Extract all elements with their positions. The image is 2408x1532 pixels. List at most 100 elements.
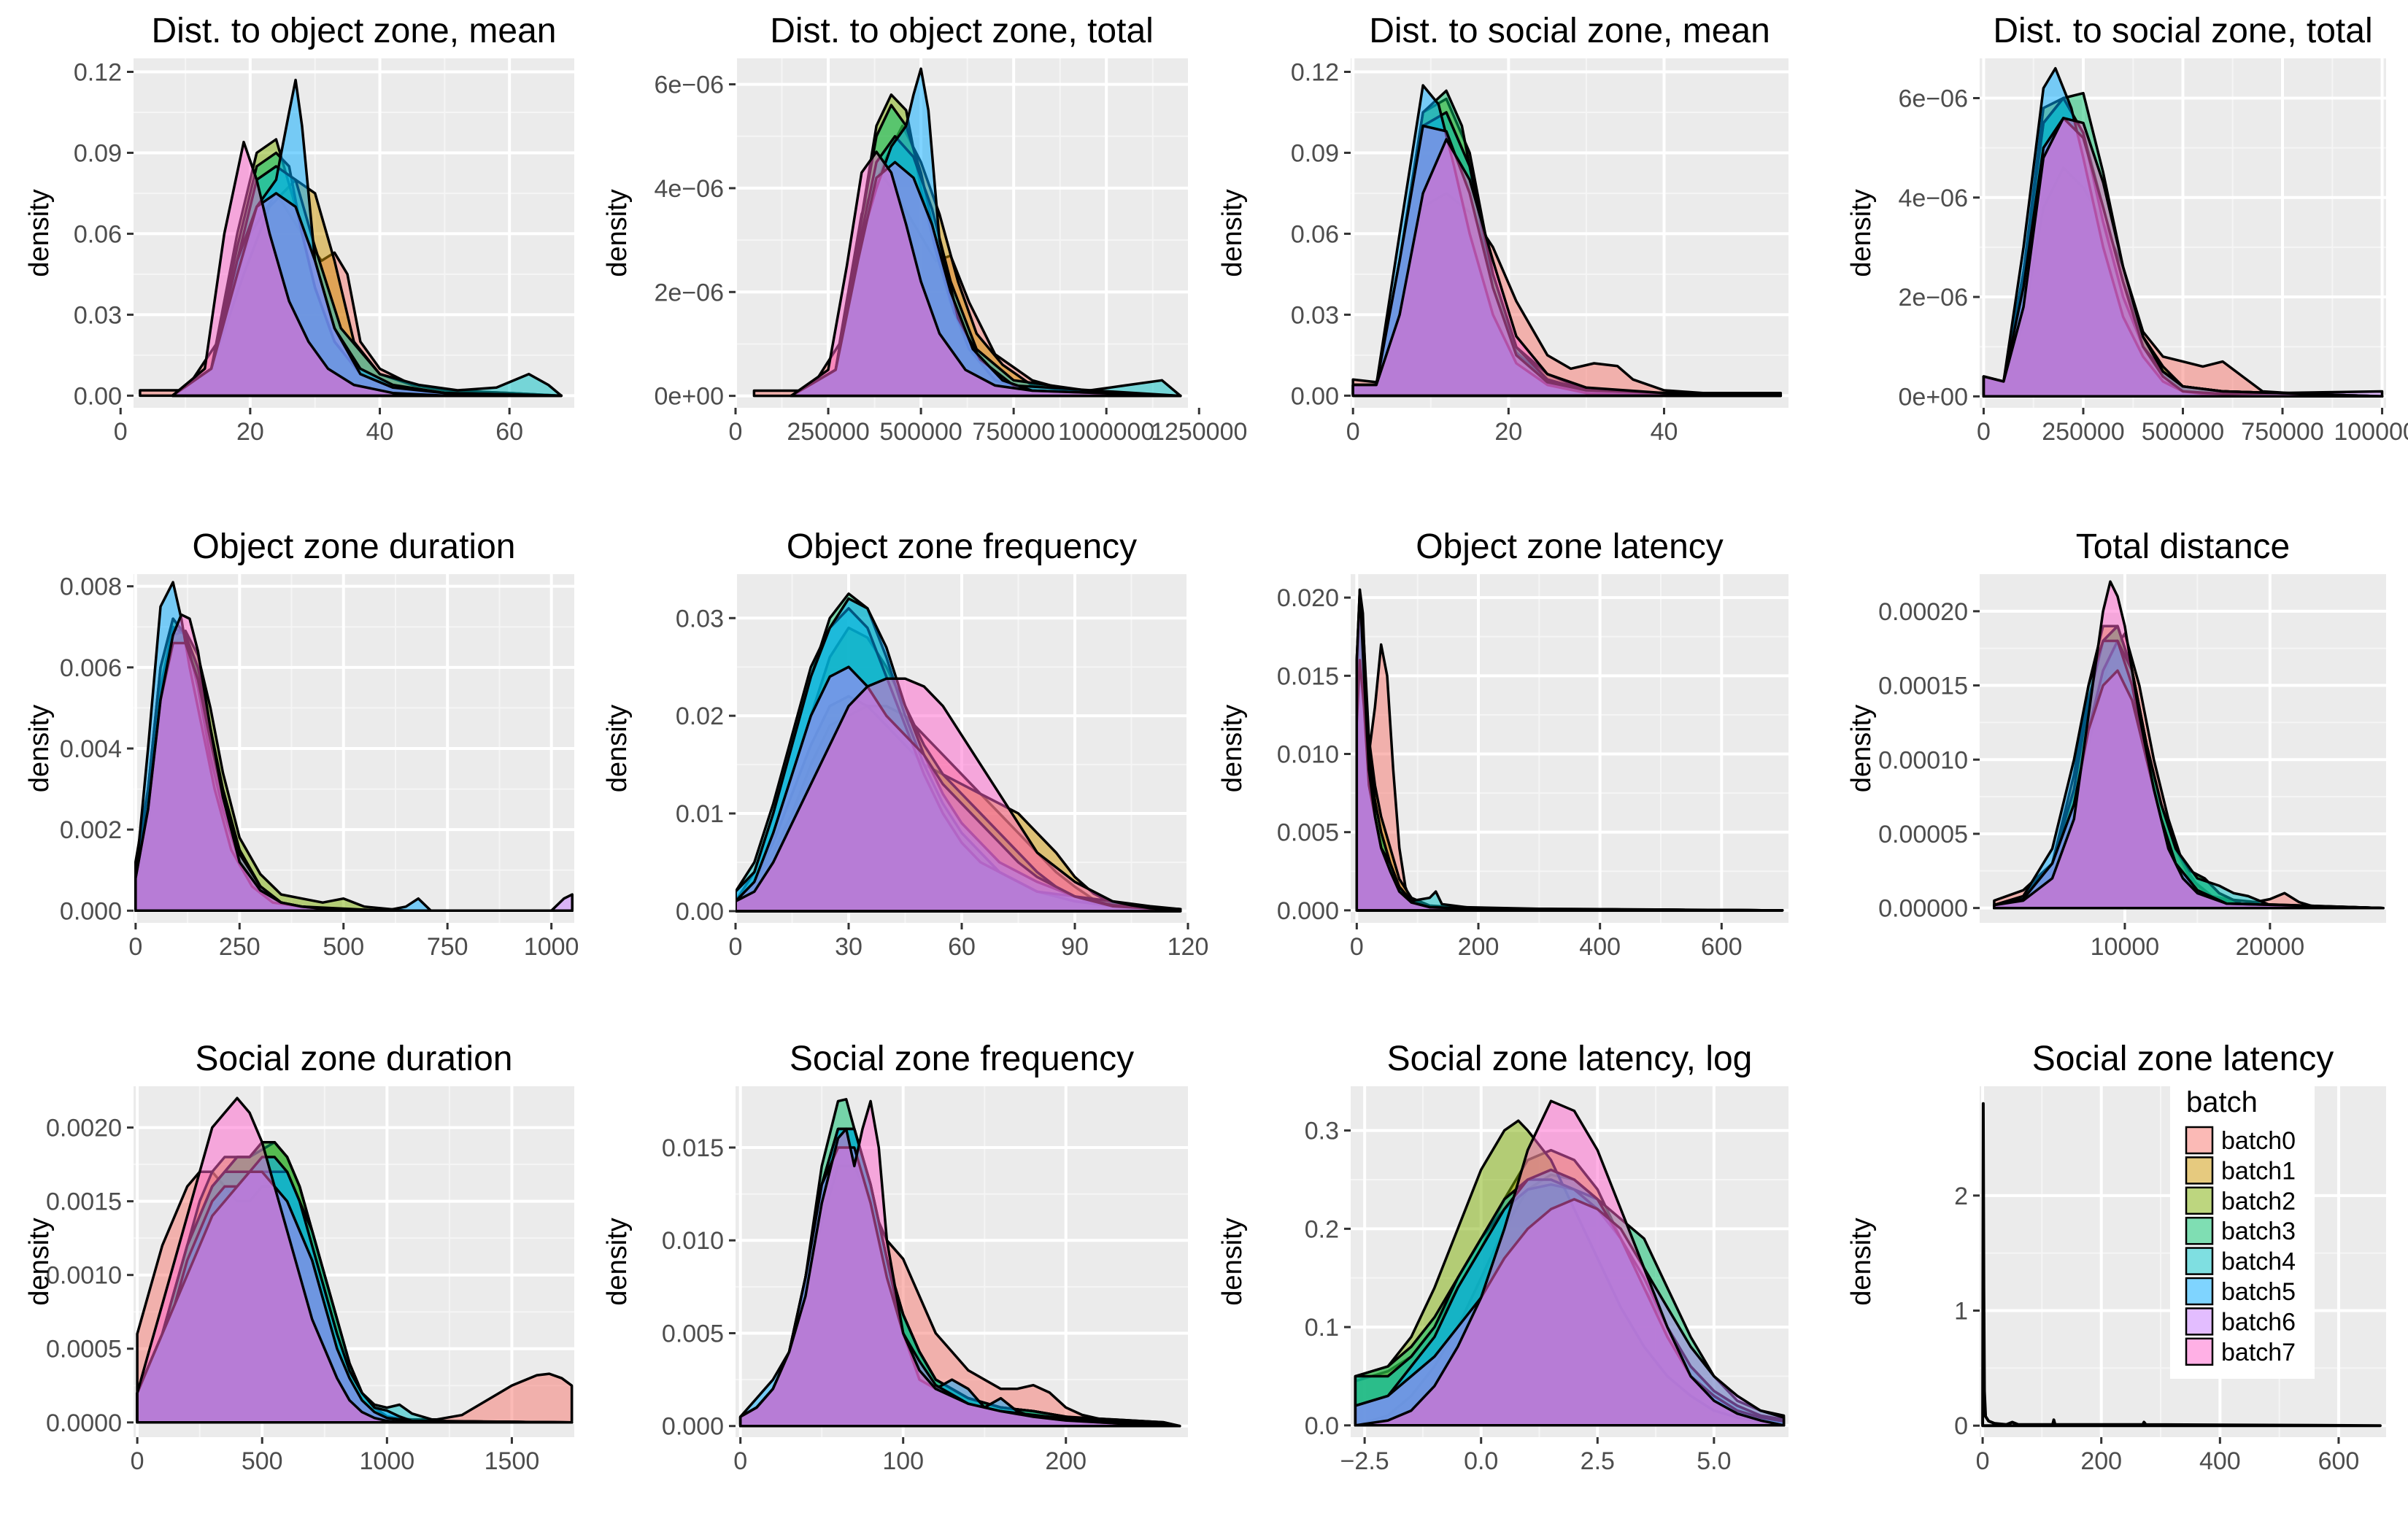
panel-title: Object zone duration [193, 527, 516, 566]
y-tick-label: 0.0000 [46, 1409, 122, 1437]
y-tick-label: 0.2 [1305, 1215, 1339, 1243]
density-area-batch7 [1982, 117, 2384, 398]
legend-label: batch6 [2221, 1308, 2296, 1336]
x-tick-label: 20 [1494, 418, 1522, 446]
legend-label: batch2 [2221, 1188, 2296, 1215]
y-tick-label: 0.09 [74, 139, 122, 167]
legend-label: batch5 [2221, 1278, 2296, 1306]
x-tick-label: 0 [1977, 418, 1991, 446]
x-tick-label: 600 [2318, 1447, 2360, 1475]
x-tick-label: 0 [131, 1447, 144, 1475]
y-tick-label: 0.015 [1277, 662, 1339, 690]
y-tick-label: 0.03 [74, 301, 122, 329]
y-tick-label: 0.02 [676, 703, 724, 730]
y-tick-label: 0e+00 [1899, 383, 1969, 411]
density-area-batch7 [736, 677, 1182, 913]
y-tick-label: 0.00015 [1878, 673, 1968, 700]
x-tick-label: 500000 [879, 418, 962, 446]
y-axis-label: density [1846, 1218, 1877, 1305]
x-tick-label: 750000 [2241, 418, 2323, 446]
y-tick-label: 6e−06 [1899, 85, 1969, 113]
x-tick-label: 60 [948, 933, 976, 961]
x-tick-label: 400 [2199, 1447, 2241, 1475]
y-tick-label: 0 [1954, 1412, 1968, 1440]
y-axis-label: density [24, 705, 55, 792]
x-tick-label: 1250000 [1151, 418, 1247, 446]
density-area-batch0 [1981, 1102, 2382, 1428]
y-tick-label: 0.01 [676, 800, 724, 828]
legend-swatch [2185, 1126, 2214, 1155]
x-tick-label: 100 [882, 1447, 924, 1475]
x-tick-label: 120 [1168, 933, 1209, 961]
y-tick-label: 0.00005 [1878, 821, 1968, 848]
y-axis-label: density [1217, 705, 1248, 792]
legend-label: batch3 [2221, 1218, 2296, 1245]
y-tick-label: 0.005 [1277, 819, 1339, 847]
panel-title: Dist. to object zone, total [770, 12, 1154, 50]
x-tick-label: 400 [1579, 933, 1621, 961]
y-tick-label: 0.000 [662, 1413, 724, 1441]
x-tick-label: 200 [1045, 1447, 1087, 1475]
y-tick-label: 0.000 [1277, 897, 1339, 925]
x-tick-label: 10000 [2091, 933, 2160, 961]
density-panel: 0 200 400 600 0.000 0.005 0.010 0.015 0.020 densi… [1217, 527, 1788, 961]
y-tick-label: 0.005 [662, 1320, 724, 1347]
series-group [136, 1096, 574, 1424]
density-panel: 0 20 40 60 0.00 0.03 0.06 0.09 0.12 density Dist. … [24, 12, 574, 446]
y-tick-label: 0.008 [60, 573, 122, 601]
density-panel: 0 20 40 0.00 0.03 0.06 0.09 0.12 density Dist. to… [1217, 12, 1788, 446]
y-tick-label: 4e−06 [655, 175, 725, 203]
x-tick-label: 600 [1701, 933, 1743, 961]
y-tick-label: 0.12 [1291, 58, 1339, 86]
x-tick-label: −2.5 [1340, 1447, 1389, 1475]
y-tick-label: 0.03 [676, 605, 724, 632]
y-axis-label: density [1217, 1218, 1248, 1305]
y-tick-label: 6e−06 [655, 71, 725, 99]
series-group [1981, 1102, 2382, 1428]
y-tick-label: 2 [1954, 1183, 1968, 1210]
x-tick-label: 250000 [787, 418, 869, 446]
y-tick-label: 2e−06 [655, 279, 725, 306]
legend-label: batch1 [2221, 1157, 2296, 1185]
panel-title: Object zone latency [1416, 527, 1724, 566]
y-axis-label: density [602, 1218, 633, 1305]
density-area-batch7 [171, 140, 563, 398]
x-tick-label: 0 [1976, 1447, 1990, 1475]
y-tick-label: 0.010 [662, 1227, 724, 1255]
y-tick-label: 0.3 [1305, 1118, 1339, 1145]
legend: batchbatch0batch1batch2batch3batch4batch… [2170, 1083, 2315, 1379]
y-axis-label: density [1846, 189, 1877, 276]
density-panel: 10000 20000 0.00000 0.00005 0.00010 0.00015 0.… [1846, 527, 2386, 961]
y-tick-label: 0.0 [1305, 1412, 1339, 1440]
density-area-batch7 [136, 1096, 574, 1424]
y-tick-label: 0.00 [1291, 382, 1339, 410]
density-panel: 0 250 500 750 1000 0.000 0.002 0.004 0.006 0.008 d… [24, 527, 579, 961]
y-tick-label: 0.0010 [46, 1262, 122, 1290]
x-tick-label: 20 [236, 418, 264, 446]
density-area-batch7 [1354, 1099, 1786, 1427]
x-tick-label: 0 [114, 418, 128, 446]
density-area-batch7 [738, 1099, 1181, 1428]
legend-label: batch7 [2221, 1339, 2296, 1366]
y-tick-label: 0.0015 [46, 1188, 122, 1216]
series-group [134, 581, 574, 913]
x-tick-label: 0.0 [1464, 1447, 1498, 1475]
legend-label: batch0 [2221, 1127, 2296, 1155]
x-tick-label: 200 [1458, 933, 1500, 961]
panel-title: Total distance [2076, 527, 2291, 566]
x-tick-label: 0 [729, 933, 743, 961]
legend-swatch [2185, 1307, 2214, 1336]
y-tick-label: 2e−06 [1899, 284, 1969, 312]
panel-background [1351, 574, 1788, 923]
y-tick-label: 0.00010 [1878, 746, 1968, 774]
y-tick-label: 0.12 [74, 58, 122, 86]
legend-swatch [2185, 1216, 2214, 1245]
x-tick-label: 0 [1346, 418, 1360, 446]
density-panel: 0 250000 500000 750000 1000000 0e+00 2e−06 4e−0… [1846, 12, 2408, 446]
x-tick-label: 1000000 [2334, 418, 2408, 446]
x-tick-label: 60 [495, 418, 523, 446]
y-axis-label: density [602, 705, 633, 792]
panel-title: Dist. to social zone, total [1993, 12, 2372, 50]
